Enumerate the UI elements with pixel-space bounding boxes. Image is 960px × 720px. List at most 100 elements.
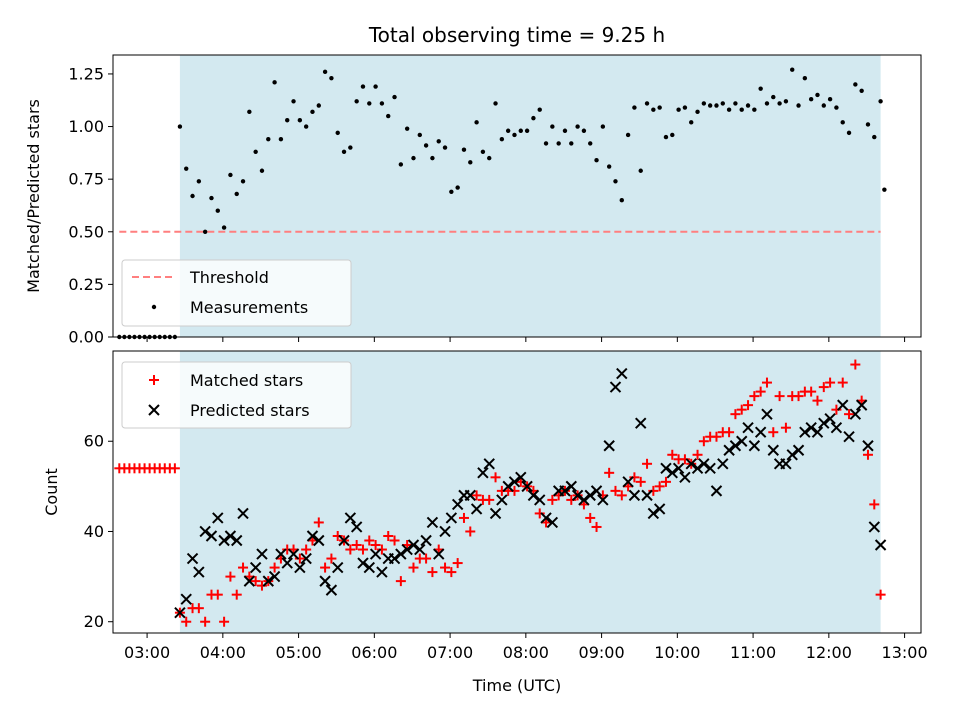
measurement-point	[461, 147, 467, 152]
predicted-star-point	[622, 476, 634, 488]
legend-predicted-swatch	[148, 404, 160, 416]
measurement-point	[512, 132, 517, 138]
legend-threshold-label: Threshold	[189, 268, 269, 287]
measurement-point	[259, 168, 265, 173]
predicted-star-point	[603, 440, 615, 452]
predicted-star-point	[874, 539, 887, 551]
predicted-star-point	[275, 548, 287, 560]
measurement-point	[638, 168, 643, 173]
top-x-ticks	[146, 337, 906, 342]
predicted-star-point	[641, 489, 653, 502]
measurement-point	[859, 88, 864, 93]
predicted-star-point	[193, 566, 205, 578]
measurement-point	[846, 130, 852, 136]
measurement-point	[316, 103, 321, 108]
predicted-star-point	[237, 507, 249, 520]
predicted-star-point	[609, 381, 622, 393]
predicted-star-point	[767, 444, 779, 456]
y-tick-label: 0.25	[68, 275, 104, 294]
measurement-point	[322, 69, 328, 75]
predicted-star-point	[174, 606, 186, 619]
predicted-star-point	[653, 503, 666, 515]
predicted-star-point	[470, 503, 483, 515]
predicted-star-point	[527, 489, 540, 502]
measurement-point	[808, 96, 814, 102]
x-tick-label: 09:00	[579, 643, 625, 662]
predicted-star-point	[325, 584, 338, 596]
predicted-star-point	[616, 367, 628, 380]
predicted-star-point	[647, 507, 660, 520]
measurement-point	[689, 120, 694, 125]
predicted-star-point	[578, 494, 590, 506]
measurement-point	[373, 84, 378, 89]
predicted-star-point	[231, 534, 243, 547]
predicted-star-point	[180, 593, 192, 605]
measurement-point	[758, 86, 763, 91]
predicted-star-point	[388, 552, 401, 565]
measurement-point	[228, 172, 233, 178]
measurement-point	[442, 145, 448, 150]
predicted-star-point	[313, 534, 325, 547]
top-legend: Threshold Measurements	[121, 259, 352, 327]
measurement-point	[701, 101, 707, 106]
measurement-point	[802, 75, 808, 81]
predicted-star-point	[212, 512, 224, 524]
measurement-point	[676, 107, 681, 112]
measurement-point	[543, 141, 549, 146]
measurement-point	[790, 67, 795, 72]
measurement-point	[367, 101, 372, 106]
predicted-star-point	[186, 552, 199, 565]
top-y-axis-label: Matched/Predicted stars	[24, 99, 43, 293]
predicted-star-point	[868, 521, 880, 533]
predicted-star-point	[717, 458, 729, 470]
predicted-star-point	[685, 458, 697, 470]
measurement-point	[882, 187, 887, 192]
matched-ratio-panel: 0.00 0.25 0.50 0.75 1.00 1.25 Total observing…	[24, 23, 922, 347]
predicted-star-point	[584, 489, 596, 502]
measurement-point	[266, 136, 271, 142]
x-tick-label: 10:00	[654, 643, 700, 662]
predicted-star-point	[332, 561, 344, 574]
predicted-star-point	[515, 471, 527, 484]
predicted-star-point	[483, 458, 495, 470]
y-tick-label: 40	[84, 522, 104, 541]
measurement-point	[853, 82, 858, 87]
measurement-point	[625, 132, 631, 138]
measurement-point	[815, 92, 820, 98]
predicted-star-point	[338, 534, 350, 547]
predicted-star-point	[679, 471, 691, 484]
measurement-point	[588, 141, 593, 146]
top-y-ticks: 0.00 0.25 0.50 0.75 1.00 1.25	[68, 64, 113, 347]
bottom-y-ticks: 20 40 60	[84, 432, 113, 631]
measurement-point	[278, 136, 284, 142]
bottom-x-ticks: 03:00 04:00 05:00 06:00 07:00 08:00 09:00 10:00…	[124, 633, 928, 662]
measurement-point	[297, 118, 303, 123]
predicted-star-point	[350, 521, 363, 533]
predicted-star-point	[780, 458, 792, 470]
measurement-point	[771, 94, 776, 100]
predicted-star-point	[597, 494, 609, 506]
legend-measurements-label: Measurements	[190, 298, 308, 317]
measurement-point	[253, 149, 258, 155]
bottom-axes-frame	[112, 350, 922, 634]
predicted-star-point	[433, 548, 445, 560]
predicted-star-point	[369, 548, 382, 560]
predicted-star-point	[464, 489, 476, 502]
legend-measurements-swatch	[151, 304, 157, 310]
predicted-star-point	[837, 399, 849, 411]
measurement-point	[524, 128, 530, 133]
measurement-point	[455, 185, 460, 190]
predicted-star-point	[496, 494, 508, 506]
measurement-point	[303, 124, 309, 129]
legend-matched-swatch	[149, 375, 159, 385]
predicted-star-point	[818, 417, 830, 429]
measurement-point	[404, 126, 410, 131]
chart-title: Total observing time = 9.25 h	[368, 23, 665, 47]
measurement-point	[777, 101, 782, 106]
predicted-star-point	[698, 458, 710, 470]
measurement-point	[209, 195, 214, 201]
measurement-point	[468, 160, 473, 165]
predicted-star-point	[628, 489, 641, 502]
measurement-point	[594, 158, 599, 163]
